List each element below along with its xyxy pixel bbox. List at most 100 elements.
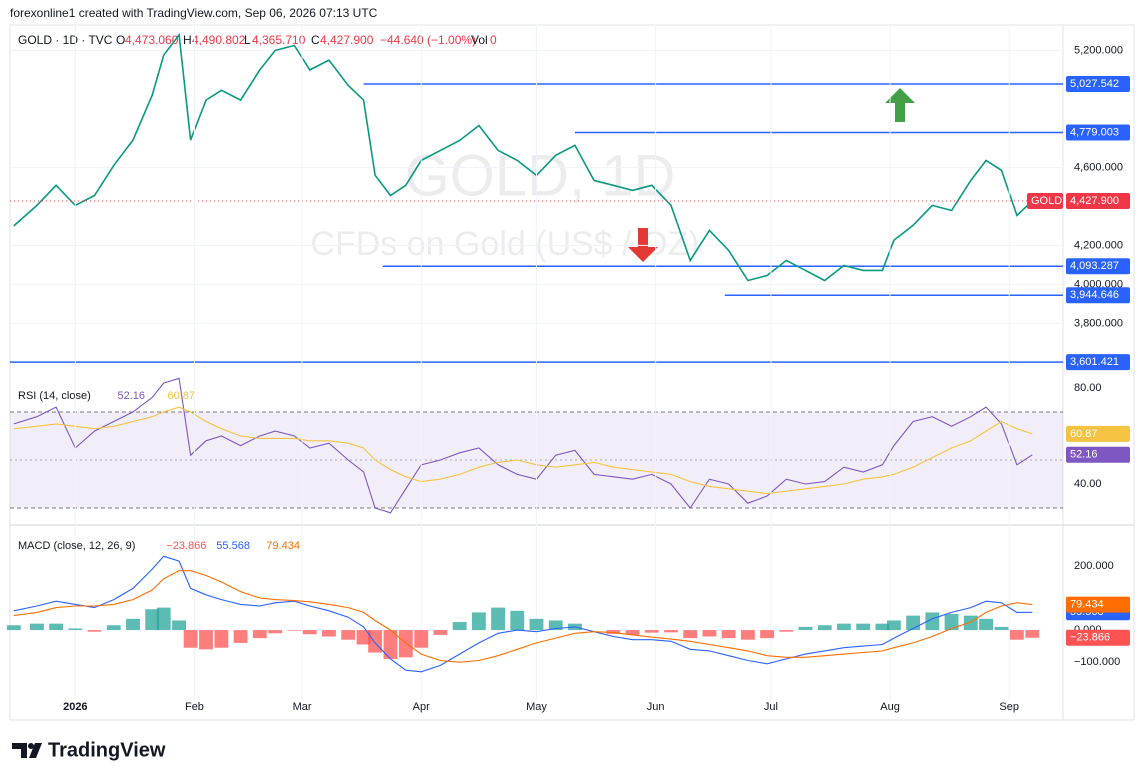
indicator-line (13, 555, 1033, 673)
histogram-bar (6, 625, 21, 631)
histogram-bar (491, 607, 505, 631)
y-tick-label: 5,200.000 (1074, 44, 1123, 56)
y-tick-label: 4,600.000 (1074, 161, 1123, 173)
plot: 5,200.0004,600.0004,200.0004,000.0003,80… (6, 25, 1130, 713)
histogram-bar (644, 630, 659, 633)
price-line (13, 32, 1033, 282)
open-key: O (116, 33, 125, 47)
last-value-badge-bg (1066, 425, 1130, 442)
level-label: 3,601.421 (1070, 356, 1119, 368)
level-label-bg (1066, 75, 1130, 92)
histogram-bar (368, 630, 383, 653)
y-tick-label: 80.00 (1074, 382, 1102, 394)
legend-value: 60.87 (168, 390, 196, 402)
indicator-line (13, 377, 1033, 514)
credit: forexonline1 created with TradingView.co… (10, 6, 378, 20)
open-value: 4,473.060 (125, 33, 179, 47)
histogram-bar (798, 626, 813, 631)
histogram-bar (268, 630, 283, 634)
low-key: L (244, 33, 251, 47)
x-tick-label: Aug (880, 701, 900, 713)
histogram-bar (856, 623, 871, 631)
histogram-bar (87, 630, 102, 632)
histogram-bar (156, 607, 171, 631)
last-value-badge-bg (1066, 596, 1130, 613)
histogram-bar (1025, 630, 1040, 638)
indicator-title: RSI (14, close) (18, 390, 91, 402)
histogram-bar (199, 630, 213, 650)
indicator-line (13, 570, 1033, 663)
legend-value: 52.16 (118, 390, 146, 402)
histogram-bar (721, 630, 736, 639)
logo-dot (28, 743, 34, 749)
x-tick-label: Jul (764, 701, 778, 713)
series-name-badge-bg (1027, 192, 1063, 209)
brand: TradingView (48, 739, 166, 761)
level-label-bg (1066, 354, 1130, 371)
histogram-bar (760, 630, 775, 639)
logo-mark (12, 743, 42, 758)
histogram-bar (837, 623, 851, 631)
histogram-bar (126, 618, 140, 631)
close-key: C (311, 33, 320, 47)
y-tick-label: 200.000 (1074, 560, 1114, 572)
histogram-bar (979, 618, 994, 631)
histogram-bar (322, 630, 336, 637)
watermark-symbol: GOLD, 1D (405, 143, 676, 208)
legend-value: −23.866 (166, 540, 206, 552)
histogram-bar (172, 620, 187, 631)
histogram-bar (341, 630, 356, 640)
histogram-bar (963, 615, 978, 631)
footer-logo: TradingView (12, 739, 166, 761)
last-value-badge-bg (1066, 192, 1130, 209)
level-label-bg (1066, 287, 1130, 304)
histogram-bar (106, 625, 121, 631)
histogram-bar (398, 630, 413, 658)
histogram-bar (886, 620, 901, 631)
histogram-bar (414, 630, 429, 648)
histogram-bar (779, 630, 794, 632)
histogram-bar (452, 622, 467, 631)
histogram-bar (510, 610, 525, 631)
y-tick-label: 4,200.000 (1074, 239, 1123, 251)
histogram-bar (68, 628, 83, 631)
indicator-line (13, 406, 1033, 495)
x-tick-label: Jun (647, 701, 665, 713)
x-tick-label: Sep (999, 701, 1019, 713)
last-value-badge-bg (1066, 629, 1130, 646)
histogram-bar (302, 630, 317, 635)
ohlc: O 4,473.060 H 4,490.802 L 4,365.710 C 4,… (116, 33, 497, 47)
histogram-bar (548, 620, 563, 631)
x-tick-label: Feb (185, 701, 204, 713)
last-value-badge-bg (1066, 446, 1130, 463)
y-tick-label: 3,800.000 (1074, 317, 1123, 329)
x-tick-label: May (526, 701, 547, 713)
histogram-bar (433, 630, 448, 635)
watermark-description: CFDs on Gold (US$ / OZ) (310, 225, 699, 263)
histogram-bar (625, 630, 640, 635)
level-label: 3,944.646 (1070, 289, 1119, 301)
histogram-bar (740, 630, 755, 640)
histogram-bar (817, 625, 832, 631)
histogram-bar (702, 630, 717, 637)
histogram-bar (875, 623, 890, 631)
histogram-bar (471, 612, 486, 631)
histogram-bar (233, 630, 248, 643)
histogram-bar (214, 630, 229, 648)
x-tick-label: Apr (413, 701, 430, 713)
histogram-bar (1009, 630, 1024, 640)
histogram-bar (356, 630, 371, 645)
histogram-bar (529, 618, 544, 631)
histogram-bar (49, 623, 64, 631)
histogram-bar (664, 630, 678, 633)
x-tick-label: Mar (293, 701, 312, 713)
histogram-bar (145, 609, 160, 631)
last-value-badge: 4,427.900 (1070, 195, 1119, 207)
last-value-badge: −23.866 (1070, 632, 1110, 644)
chart-frame (9, 24, 1135, 721)
last-value-badge: 52.16 (1070, 449, 1098, 461)
up-arrow (885, 88, 915, 122)
histogram-bar (252, 630, 267, 639)
